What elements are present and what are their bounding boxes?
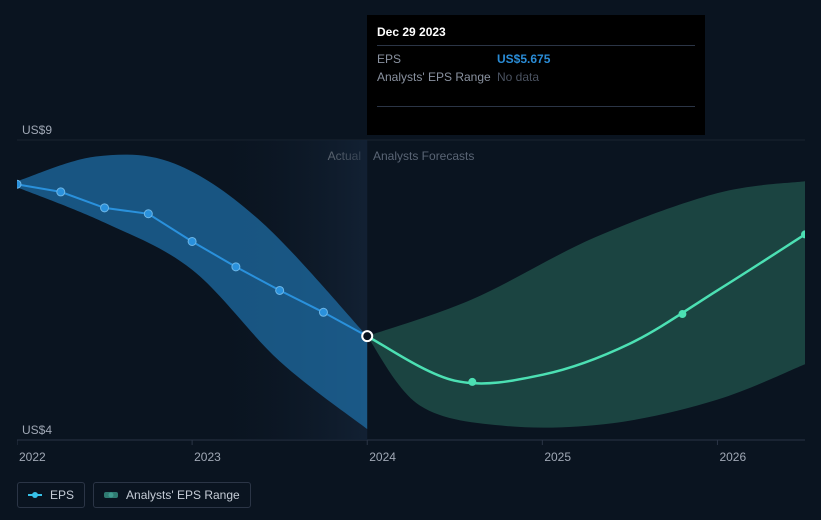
legend-swatch-eps bbox=[28, 491, 42, 499]
x-tick-label: 2022 bbox=[19, 450, 46, 464]
legend-item-eps[interactable]: EPS bbox=[17, 482, 85, 508]
chart-legend: EPS Analysts' EPS Range bbox=[17, 482, 251, 508]
x-tick-label: 2026 bbox=[719, 450, 746, 464]
tooltip-divider bbox=[377, 106, 695, 107]
tooltip-value-eps: US$5.675 bbox=[497, 52, 550, 66]
tooltip-value-nodata: No data bbox=[497, 70, 539, 84]
tooltip-row: Analysts' EPS Range No data bbox=[377, 68, 695, 86]
legend-label: Analysts' EPS Range bbox=[126, 488, 240, 502]
eps-chart[interactable] bbox=[17, 125, 805, 445]
legend-label: EPS bbox=[50, 488, 74, 502]
tooltip-date: Dec 29 2023 bbox=[377, 25, 695, 46]
x-tick-label: 2023 bbox=[194, 450, 221, 464]
legend-swatch-range bbox=[104, 491, 118, 499]
tooltip-key: EPS bbox=[377, 52, 497, 66]
tooltip-row: EPS US$5.675 bbox=[377, 50, 695, 68]
x-axis-labels: 2022 2023 2024 2025 2026 bbox=[17, 450, 805, 470]
x-tick-label: 2025 bbox=[544, 450, 571, 464]
legend-item-range[interactable]: Analysts' EPS Range bbox=[93, 482, 251, 508]
chart-tooltip: Dec 29 2023 EPS US$5.675 Analysts' EPS R… bbox=[367, 15, 705, 135]
tooltip-key: Analysts' EPS Range bbox=[377, 70, 497, 84]
x-tick-label: 2024 bbox=[369, 450, 396, 464]
